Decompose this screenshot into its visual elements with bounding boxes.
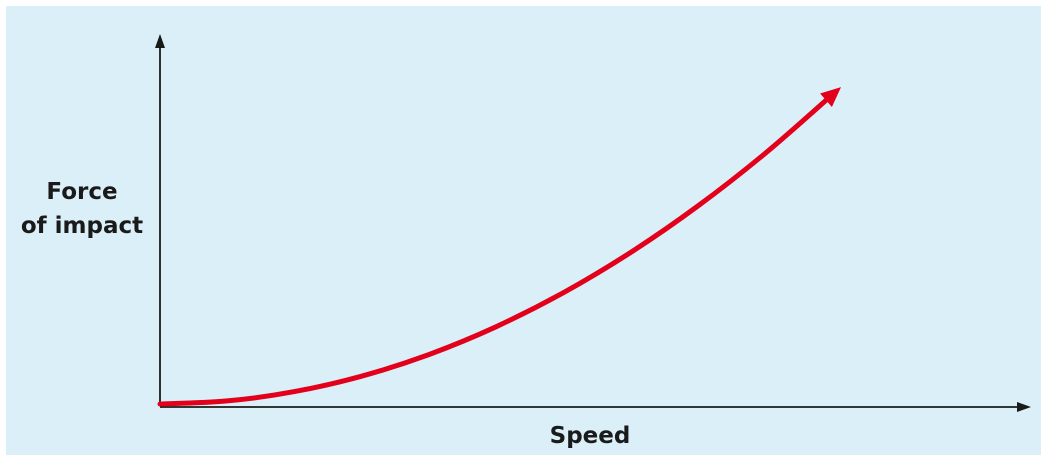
x-axis-arrowhead xyxy=(1017,402,1031,412)
y-axis-label-line2: of impact xyxy=(21,213,143,239)
y-axis-label-line1: Force xyxy=(46,179,117,205)
series-group xyxy=(157,87,841,407)
series-line-0 xyxy=(157,92,835,407)
x-axis-label: Speed xyxy=(550,423,631,449)
y-axis-arrowhead xyxy=(155,34,165,48)
series-arrowhead-0 xyxy=(820,87,841,107)
chart-background xyxy=(6,6,1041,455)
